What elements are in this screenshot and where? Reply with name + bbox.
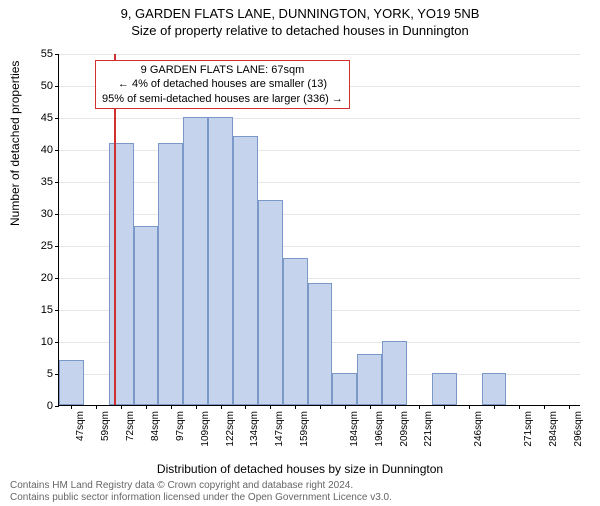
- ytick-mark: [55, 214, 59, 215]
- ytick-label: 50: [41, 80, 53, 92]
- xtick-mark: [494, 405, 495, 409]
- ytick-mark: [55, 182, 59, 183]
- footer-line1: Contains HM Land Registry data © Crown c…: [10, 480, 392, 492]
- annotation-box: 9 GARDEN FLATS LANE: 67sqm ← 4% of detac…: [95, 60, 350, 109]
- xtick-mark: [544, 405, 545, 409]
- ytick-mark: [55, 278, 59, 279]
- ytick-mark: [55, 310, 59, 311]
- xtick-mark: [395, 405, 396, 409]
- histogram-bar: [134, 226, 159, 405]
- xtick-label: 209sqm: [399, 411, 410, 447]
- xtick-label: 271sqm: [523, 411, 534, 447]
- xtick-mark: [345, 405, 346, 409]
- xtick-label: 109sqm: [200, 411, 211, 447]
- xtick-label: 284sqm: [548, 411, 559, 447]
- xtick-mark: [121, 405, 122, 409]
- histogram-bar: [482, 373, 507, 405]
- histogram-bar: [283, 258, 308, 405]
- xtick-mark: [96, 405, 97, 409]
- x-axis-label: Distribution of detached houses by size …: [0, 462, 600, 476]
- ytick-mark: [55, 406, 59, 407]
- xtick-label: 221sqm: [423, 411, 434, 447]
- ytick-mark: [55, 342, 59, 343]
- grid-line: [59, 54, 580, 55]
- y-axis-label: Number of detached properties: [8, 61, 22, 226]
- ytick-label: 5: [47, 368, 53, 380]
- page-title: 9, GARDEN FLATS LANE, DUNNINGTON, YORK, …: [0, 6, 600, 21]
- xtick-mark: [419, 405, 420, 409]
- annotation-line3: 95% of semi-detached houses are larger (…: [102, 92, 343, 106]
- histogram-bar: [308, 283, 333, 405]
- histogram-bar: [109, 143, 134, 405]
- xtick-label: 47sqm: [75, 411, 86, 441]
- annotation-line2: ← 4% of detached houses are smaller (13): [102, 77, 343, 91]
- histogram-bar: [332, 373, 357, 405]
- chart-container: 9, GARDEN FLATS LANE, DUNNINGTON, YORK, …: [0, 6, 600, 506]
- xtick-label: 184sqm: [349, 411, 360, 447]
- histogram-bar: [208, 117, 233, 405]
- xtick-label: 147sqm: [274, 411, 285, 447]
- footer-line2: Contains public sector information licen…: [10, 492, 392, 504]
- xtick-mark: [295, 405, 296, 409]
- xtick-label: 296sqm: [573, 411, 584, 447]
- plot-area: 051015202530354045505547sqm59sqm72sqm84s…: [58, 54, 580, 406]
- histogram-bar: [183, 117, 208, 405]
- footer-text: Contains HM Land Registry data © Crown c…: [10, 480, 392, 504]
- xtick-mark: [519, 405, 520, 409]
- ytick-label: 25: [41, 240, 53, 252]
- xtick-label: 59sqm: [100, 411, 111, 441]
- xtick-label: 134sqm: [249, 411, 260, 447]
- grid-line: [59, 150, 580, 151]
- xtick-mark: [320, 405, 321, 409]
- xtick-mark: [569, 405, 570, 409]
- ytick-label: 10: [41, 336, 53, 348]
- ytick-label: 35: [41, 176, 53, 188]
- ytick-mark: [55, 118, 59, 119]
- xtick-mark: [196, 405, 197, 409]
- xtick-label: 246sqm: [473, 411, 484, 447]
- ytick-mark: [55, 86, 59, 87]
- ytick-mark: [55, 246, 59, 247]
- ytick-label: 30: [41, 208, 53, 220]
- xtick-mark: [270, 405, 271, 409]
- ytick-label: 0: [47, 400, 53, 412]
- xtick-mark: [146, 405, 147, 409]
- grid-line: [59, 118, 580, 119]
- ytick-label: 45: [41, 112, 53, 124]
- grid-line: [59, 182, 580, 183]
- histogram-bar: [233, 136, 258, 405]
- xtick-label: 97sqm: [175, 411, 186, 441]
- xtick-mark: [71, 405, 72, 409]
- ytick-label: 20: [41, 272, 53, 284]
- ytick-label: 40: [41, 144, 53, 156]
- histogram-bar: [382, 341, 407, 405]
- ytick-label: 55: [41, 48, 53, 60]
- histogram-bar: [59, 360, 84, 405]
- xtick-label: 84sqm: [150, 411, 161, 441]
- xtick-label: 72sqm: [125, 411, 136, 441]
- xtick-mark: [221, 405, 222, 409]
- xtick-label: 122sqm: [225, 411, 236, 447]
- xtick-label: 196sqm: [374, 411, 385, 447]
- xtick-mark: [370, 405, 371, 409]
- ytick-mark: [55, 54, 59, 55]
- annotation-line1: 9 GARDEN FLATS LANE: 67sqm: [102, 63, 343, 77]
- histogram-bar: [432, 373, 457, 405]
- grid-line: [59, 214, 580, 215]
- xtick-mark: [171, 405, 172, 409]
- histogram-bar: [258, 200, 283, 405]
- xtick-mark: [245, 405, 246, 409]
- xtick-mark: [469, 405, 470, 409]
- xtick-mark: [444, 405, 445, 409]
- ytick-label: 15: [41, 304, 53, 316]
- histogram-bar: [158, 143, 183, 405]
- page-subtitle: Size of property relative to detached ho…: [0, 23, 600, 38]
- xtick-label: 159sqm: [299, 411, 310, 447]
- histogram-bar: [357, 354, 382, 405]
- ytick-mark: [55, 150, 59, 151]
